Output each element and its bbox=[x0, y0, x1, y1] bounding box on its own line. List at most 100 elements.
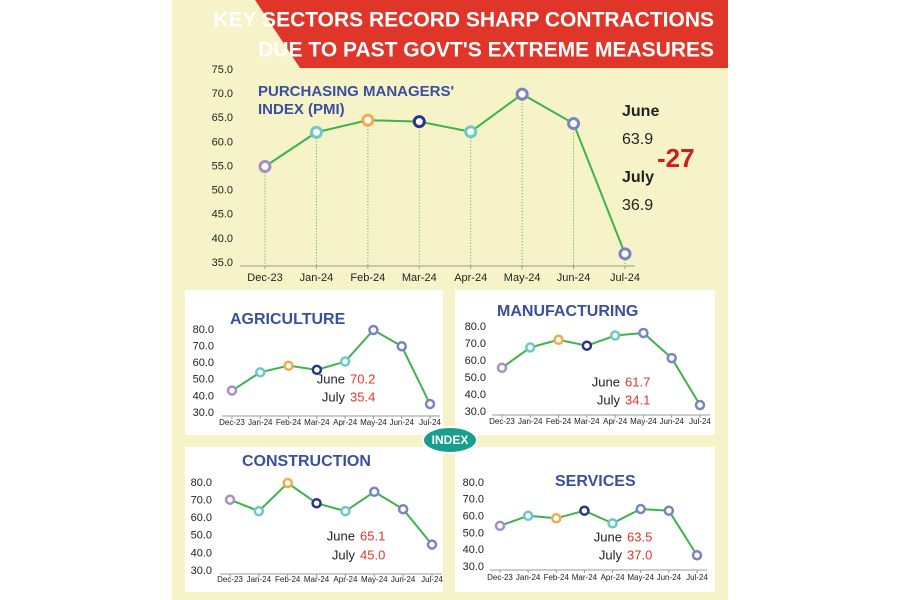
y-tick-label: 50.0 bbox=[191, 530, 212, 542]
data-point bbox=[309, 125, 323, 139]
x-tick-label: Apr-24 bbox=[333, 575, 358, 584]
y-tick-label: 55.0 bbox=[212, 160, 233, 172]
chart-title: AGRICULTURE bbox=[230, 311, 346, 328]
y-tick-label: 75.0 bbox=[212, 64, 233, 76]
y-tick-label: 80.0 bbox=[191, 477, 212, 489]
data-point bbox=[618, 247, 632, 261]
x-tick-label: Apr-24 bbox=[603, 417, 628, 426]
x-tick-label: Jan-24 bbox=[516, 573, 541, 582]
x-tick-label: Jun-24 bbox=[657, 573, 682, 582]
annotation-label: July bbox=[597, 392, 621, 407]
annotation-label: July bbox=[332, 547, 356, 562]
data-point bbox=[638, 327, 649, 339]
y-tick-label: 30.0 bbox=[191, 565, 212, 577]
x-tick-label: May-24 bbox=[504, 272, 541, 284]
index-badge bbox=[422, 426, 478, 454]
data-point bbox=[369, 486, 380, 498]
annotation-label: July bbox=[599, 547, 623, 562]
data-point bbox=[255, 367, 266, 378]
data-point bbox=[258, 160, 272, 173]
y-tick-label: 60.0 bbox=[212, 136, 233, 148]
x-tick-label: Dec-23 bbox=[489, 417, 515, 426]
header-title: DUE TO PAST GOVT'S EXTREME MEASURES bbox=[258, 39, 714, 62]
header-title: KEY SECTORS RECORD SHARP CONTRACTIONS bbox=[213, 9, 714, 32]
x-tick-label: Dec-23 bbox=[487, 573, 513, 582]
x-tick-label: May-24 bbox=[360, 418, 387, 427]
data-point bbox=[551, 513, 562, 524]
annotation-label: June bbox=[594, 529, 622, 544]
chart-title: PURCHASING MANAGERS' bbox=[258, 83, 454, 100]
x-tick-label: Apr-24 bbox=[333, 418, 358, 427]
y-tick-label: 80.0 bbox=[463, 477, 484, 489]
annotation-value: 65.1 bbox=[360, 528, 385, 543]
annotation-value: 70.2 bbox=[350, 371, 375, 386]
y-tick-label: 50.0 bbox=[193, 374, 214, 386]
annotation-value: 36.9 bbox=[622, 197, 653, 214]
x-tick-label: Jul-24 bbox=[419, 418, 441, 427]
x-tick-label: Jun-24 bbox=[389, 418, 414, 427]
data-point bbox=[691, 549, 703, 561]
data-point bbox=[635, 503, 646, 515]
x-tick-label: Jan-24 bbox=[247, 575, 272, 584]
y-tick-label: 35.0 bbox=[212, 257, 233, 269]
x-tick-label: Jan-24 bbox=[248, 418, 273, 427]
y-tick-label: 60.0 bbox=[193, 357, 214, 369]
data-point bbox=[311, 497, 322, 509]
x-tick-label: Feb-24 bbox=[275, 575, 301, 584]
x-tick-label: Jan-24 bbox=[518, 417, 543, 426]
data-point bbox=[666, 352, 677, 364]
y-tick-label: 60.0 bbox=[463, 511, 484, 523]
y-tick-label: 60.0 bbox=[465, 355, 486, 367]
data-point bbox=[579, 505, 590, 516]
y-tick-label: 70.0 bbox=[193, 341, 214, 353]
data-point bbox=[224, 494, 236, 505]
annotation-value: 61.7 bbox=[625, 374, 650, 389]
x-tick-label: Apr-24 bbox=[601, 573, 626, 582]
annotation-value: 63.5 bbox=[627, 529, 652, 544]
x-tick-label: Dec-23 bbox=[217, 575, 243, 584]
panel bbox=[185, 447, 443, 592]
header-banner bbox=[255, 0, 728, 68]
y-tick-label: 50.0 bbox=[463, 527, 484, 539]
chart-title: INDEX (PMI) bbox=[258, 101, 345, 118]
data-point bbox=[339, 356, 351, 367]
y-tick-label: 70.0 bbox=[463, 494, 484, 506]
y-tick-label: 70.0 bbox=[191, 495, 212, 507]
y-tick-label: 65.0 bbox=[212, 112, 233, 124]
x-tick-label: Apr-24 bbox=[454, 272, 487, 284]
x-tick-label: May-24 bbox=[627, 573, 654, 582]
series-line bbox=[264, 92, 626, 255]
y-tick-label: 30.0 bbox=[465, 406, 486, 418]
data-point bbox=[397, 503, 409, 515]
annotation-value: 45.0 bbox=[360, 547, 385, 562]
data-point bbox=[283, 360, 294, 371]
annotation-label: July bbox=[322, 389, 346, 404]
annotation-label: July bbox=[622, 169, 654, 186]
data-point bbox=[496, 362, 508, 374]
y-tick-label: 70.0 bbox=[212, 88, 233, 100]
y-tick-label: 40.0 bbox=[191, 547, 212, 559]
annotation-value: 37.0 bbox=[627, 547, 652, 562]
x-tick-label: Mar-24 bbox=[402, 272, 437, 284]
x-tick-label: May-24 bbox=[361, 575, 388, 584]
index-badge-label: INDEX bbox=[432, 433, 469, 447]
data-point bbox=[515, 87, 529, 101]
x-tick-label: Jul-24 bbox=[421, 575, 443, 584]
y-tick-label: 40.0 bbox=[463, 544, 484, 556]
data-point bbox=[282, 477, 293, 489]
chart-title: CONSTRUCTION bbox=[242, 453, 371, 470]
data-point bbox=[553, 334, 564, 345]
x-tick-label: Jul-24 bbox=[686, 573, 708, 582]
change-label: -27 bbox=[657, 143, 695, 173]
annotation-value: 35.4 bbox=[350, 389, 375, 404]
x-tick-label: Feb-24 bbox=[276, 418, 302, 427]
data-point bbox=[464, 125, 478, 139]
data-point bbox=[525, 342, 536, 353]
y-tick-label: 50.0 bbox=[465, 372, 486, 384]
data-point bbox=[607, 518, 618, 529]
x-tick-label: Feb-24 bbox=[350, 272, 385, 284]
annotation-label: June bbox=[327, 528, 355, 543]
data-point bbox=[361, 113, 375, 127]
